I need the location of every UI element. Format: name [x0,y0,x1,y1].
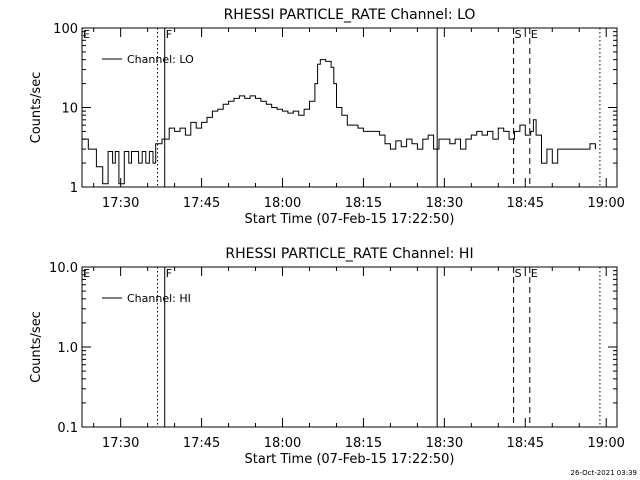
y-tick-label: 1 [70,181,78,196]
y-tick-label: 100 [53,22,78,37]
y-axis-label: Counts/sec [29,72,44,144]
event-marker-label: E [531,28,538,41]
legend-label: Channel: LO [127,53,194,66]
event-marker-label: E [83,28,90,41]
y-tick-label: 10.0 [49,261,78,276]
event-marker-label: F [166,267,172,280]
x-tick-label: 17:45 [183,196,220,211]
event-marker-label: F [166,28,172,41]
x-tick-label: 19:00 [587,436,624,451]
series-line [82,59,596,185]
x-tick-label: 18:00 [264,196,301,211]
chart-panel-2: RHESSI PARTICLE_RATE Channel: HI Start Ti… [29,246,625,467]
y-tick-label: 1.0 [57,341,78,356]
chart-title: RHESSI PARTICLE_RATE Channel: LO [224,7,476,23]
plot-frame [81,266,618,428]
y-tick-label: 0.1 [57,421,78,436]
y-tick-label: 10 [61,102,78,117]
event-marker-label: S [515,267,522,280]
chart-title: RHESSI PARTICLE_RATE Channel: HI [225,246,473,262]
plot-frame [81,27,618,188]
x-tick-label: 18:45 [507,436,544,451]
x-axis-label: Start Time (07-Feb-15 17:22:50) [245,452,455,467]
x-tick-label: 18:45 [507,196,544,211]
x-axis-label: Start Time (07-Feb-15 17:22:50) [245,212,455,227]
x-tick-label: 17:30 [102,436,139,451]
x-tick-label: 18:15 [345,436,382,451]
event-marker-label: E [531,267,538,280]
chart-panel-1: RHESSI PARTICLE_RATE Channel: LO Start Ti… [29,7,625,227]
legend-label: Channel: HI [127,292,191,305]
x-tick-label: 19:00 [587,196,624,211]
x-tick-label: 18:00 [264,436,301,451]
footer-timestamp: 26-Oct-2021 03:39 [571,469,637,477]
x-tick-label: 18:15 [345,196,382,211]
x-tick-label: 18:30 [426,436,463,451]
x-tick-label: 18:30 [426,196,463,211]
event-marker-label: S [515,28,522,41]
x-tick-label: 17:45 [183,436,220,451]
x-tick-label: 17:30 [102,196,139,211]
y-axis-label: Counts/sec [29,311,44,383]
event-marker-label: E [83,267,90,280]
